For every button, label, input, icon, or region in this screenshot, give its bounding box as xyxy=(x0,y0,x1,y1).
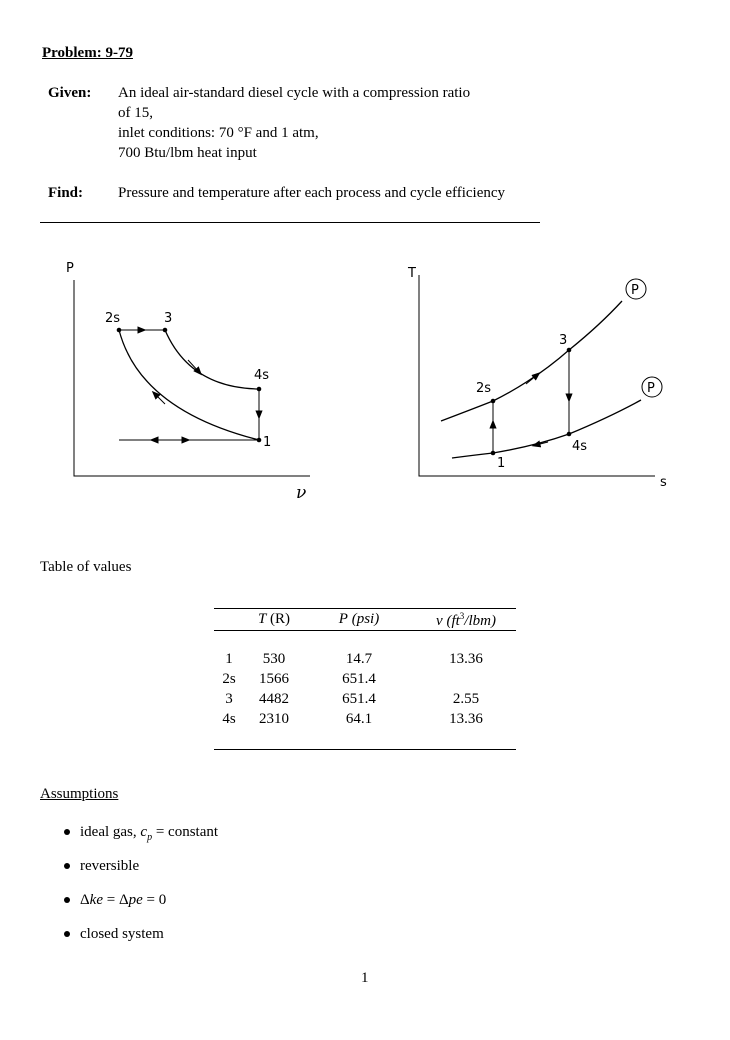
pv-compression xyxy=(118,329,260,441)
table-header-rule xyxy=(214,630,516,631)
ts-point-2s xyxy=(490,398,496,404)
pv-label-1: 1 xyxy=(263,435,271,450)
table-cell: 2310 xyxy=(259,711,289,727)
ts-point-4s xyxy=(566,431,572,437)
pv-arrow xyxy=(151,390,166,405)
pv-label-3: 3 xyxy=(164,311,172,326)
divider xyxy=(40,222,540,223)
ts-y-axis-label: T xyxy=(407,266,416,281)
table-caption: Table of values xyxy=(40,559,132,575)
ts-isobar-circle-lower xyxy=(641,376,663,398)
table-cell: 3 xyxy=(225,691,233,707)
table-cell: 4482 xyxy=(259,691,289,707)
ts-low-isobar xyxy=(451,399,642,459)
table-cell: 64.1 xyxy=(345,711,373,727)
pv-y-axis-label: P xyxy=(66,261,74,276)
pv-x-axis-label: ν xyxy=(296,483,306,503)
table-cell: 4s xyxy=(222,711,236,727)
pv-point-4s xyxy=(256,386,262,392)
header-t: T (R) xyxy=(257,611,291,627)
ts-point-1 xyxy=(490,450,496,456)
pv-point-3 xyxy=(162,327,168,333)
ts-diagram xyxy=(418,275,663,477)
bullet-icon xyxy=(64,897,70,903)
given-line: inlet conditions: 70 °F and 1 atm, xyxy=(118,125,319,141)
ts-arrow xyxy=(525,372,541,385)
table-cell: 2.55 xyxy=(452,691,480,707)
ts-label-1: 1 xyxy=(497,456,505,471)
table-cell: 1 xyxy=(225,651,233,667)
page-number: 1 xyxy=(361,970,369,986)
pv-diagram xyxy=(73,280,310,477)
table-cell: 14.7 xyxy=(345,651,373,667)
table-cell: 1566 xyxy=(259,671,289,687)
ts-isobar-label: P xyxy=(647,381,655,396)
given-line: 700 Btu/lbm heat input xyxy=(118,145,257,161)
ts-isobar-circle-upper xyxy=(625,278,647,300)
problem-title: Problem: 9-79 xyxy=(42,45,133,61)
pv-arrow xyxy=(187,359,203,376)
ts-label-3: 3 xyxy=(559,333,567,348)
pv-point-1 xyxy=(256,437,262,443)
given-line: An ideal air-standard diesel cycle with … xyxy=(118,85,471,101)
ts-high-isobar xyxy=(440,300,623,422)
table-cell: 13.36 xyxy=(449,651,483,667)
given-label: Given: xyxy=(48,85,92,101)
table-top-rule xyxy=(214,608,516,609)
pv-point-2s xyxy=(116,327,122,333)
bullet-icon xyxy=(64,829,70,835)
ts-point-3 xyxy=(566,347,572,353)
table-bottom-rule xyxy=(214,749,516,750)
ts-axes xyxy=(418,275,655,477)
header-p: P (psi) xyxy=(338,611,380,627)
pv-expansion xyxy=(164,329,260,390)
ts-label-2s: 2s xyxy=(476,381,491,396)
pv-axes xyxy=(73,280,310,477)
given-line: of 15, xyxy=(118,105,153,121)
find-label: Find: xyxy=(48,185,84,201)
find-text: Pressure and temperature after each proc… xyxy=(118,185,506,201)
assumptions-title: Assumptions xyxy=(40,786,119,802)
table-cell: 651.4 xyxy=(342,691,376,707)
table-cell: 530 xyxy=(262,651,286,667)
pv-label-2s: 2s xyxy=(105,311,120,326)
header-v: ν (ft3/lbm) xyxy=(436,611,496,629)
ts-isobar-label: P xyxy=(631,283,639,298)
bullet-icon xyxy=(64,931,70,937)
table-cell: 13.36 xyxy=(449,711,483,727)
table-cell: 651.4 xyxy=(342,671,376,687)
ts-label-4s: 4s xyxy=(572,439,587,454)
pv-label-4s: 4s xyxy=(254,368,269,383)
diagrams: P 2s 3 4s 1 ν T s P P 2s 3 4s 1 xyxy=(66,261,667,503)
ts-arrow xyxy=(531,440,549,448)
ts-x-axis-label: s xyxy=(660,475,667,490)
table-cell: 2s xyxy=(222,671,236,687)
bullet-icon xyxy=(64,863,70,869)
